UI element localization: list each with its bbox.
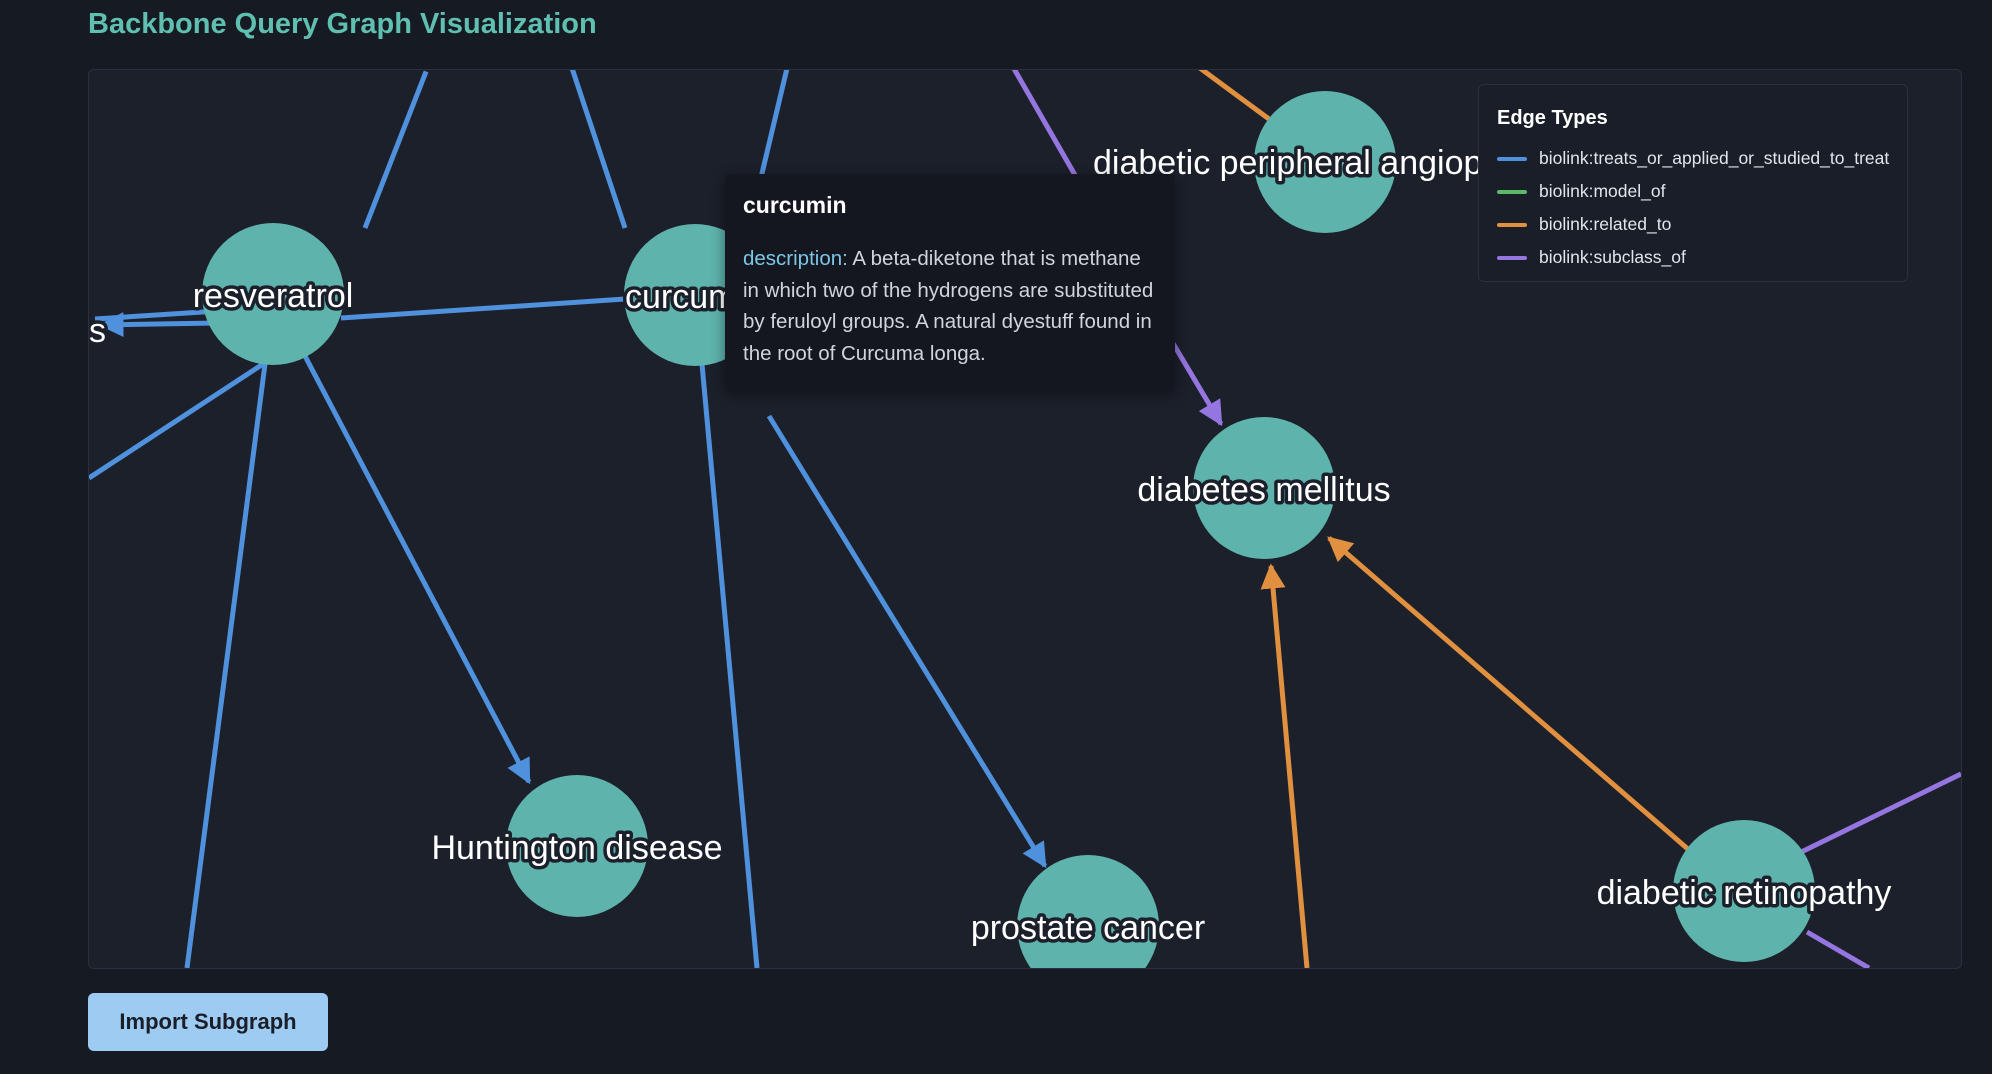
edge-line[interactable] — [362, 70, 429, 229]
edge-line[interactable] — [699, 363, 760, 968]
node-label: Huntington disease — [431, 829, 722, 867]
node-label: s — [89, 312, 106, 350]
edge-line[interactable] — [89, 344, 291, 481]
node-tooltip: curcumin description: A beta-diketone th… — [725, 174, 1175, 390]
node-label: diabetic retinopathy — [1597, 874, 1892, 912]
graph-svg[interactable]: resveratrol curcumin diabetic peripheral… — [89, 70, 1961, 968]
legend-swatch-line-icon — [1497, 222, 1527, 227]
edge-line[interactable] — [302, 354, 532, 785]
edge-line[interactable] — [1805, 929, 1871, 968]
legend-label: biolink:subclass_of — [1539, 247, 1686, 267]
graph-edges — [89, 70, 1961, 968]
legend-item: biolink:subclass_of — [1497, 241, 1907, 274]
legend-label: biolink:model_of — [1539, 181, 1666, 201]
import-subgraph-button[interactable]: Import Subgraph — [88, 993, 328, 1051]
graph-canvas[interactable]: resveratrol curcumin diabetic peripheral… — [88, 69, 1962, 969]
legend-label: biolink:treats_or_applied_or_studied_to_… — [1539, 148, 1890, 168]
edge-line[interactable] — [184, 363, 268, 968]
legend-title: Edge Types — [1497, 107, 1608, 129]
graph-node[interactable] — [1017, 855, 1159, 968]
edge-line[interactable] — [1009, 70, 1082, 184]
edge-line[interactable] — [1189, 70, 1275, 125]
legend-item: biolink:treats_or_applied_or_studied_to_… — [1497, 142, 1907, 175]
graph-node[interactable] — [1254, 91, 1396, 233]
legend-item: biolink:related_to — [1497, 208, 1907, 241]
edge-line[interactable] — [569, 70, 628, 229]
legend-swatch-line-icon — [1497, 255, 1527, 260]
edge-line[interactable] — [1787, 771, 1961, 861]
edge-line[interactable] — [340, 296, 626, 321]
edge-line[interactable] — [1168, 338, 1224, 427]
tooltip-title: curcumin — [743, 192, 847, 218]
tooltip-description-text: A beta-diketone that is methane in which… — [743, 247, 1154, 365]
graph-node[interactable] — [1193, 417, 1335, 559]
node-label: resveratrol — [193, 277, 354, 315]
legend-label: biolink:related_to — [1539, 214, 1672, 234]
node-label: diabetes mellitus — [1137, 471, 1390, 509]
page-title: Backbone Query Graph Visualization — [88, 8, 597, 40]
edge-legend: Edge Types biolink:treats_or_applied_or_… — [1478, 84, 1908, 282]
legend-swatch-line-icon — [1497, 189, 1527, 194]
edge-line[interactable] — [1327, 536, 1691, 852]
node-label: prostate cancer — [971, 909, 1205, 947]
graph-node[interactable] — [1673, 820, 1815, 962]
graph-node[interactable] — [202, 223, 344, 365]
legend-item: biolink:model_of — [1497, 175, 1907, 208]
graph-nodes — [202, 91, 1815, 968]
graph-node[interactable] — [506, 775, 648, 917]
legend-swatch-line-icon — [1497, 156, 1527, 161]
edge-line[interactable] — [1260, 563, 1310, 968]
edge-line[interactable] — [766, 414, 1048, 869]
tooltip-description-key: description: — [743, 247, 848, 270]
tooltip-body: description: A beta-diketone that is met… — [743, 243, 1157, 369]
